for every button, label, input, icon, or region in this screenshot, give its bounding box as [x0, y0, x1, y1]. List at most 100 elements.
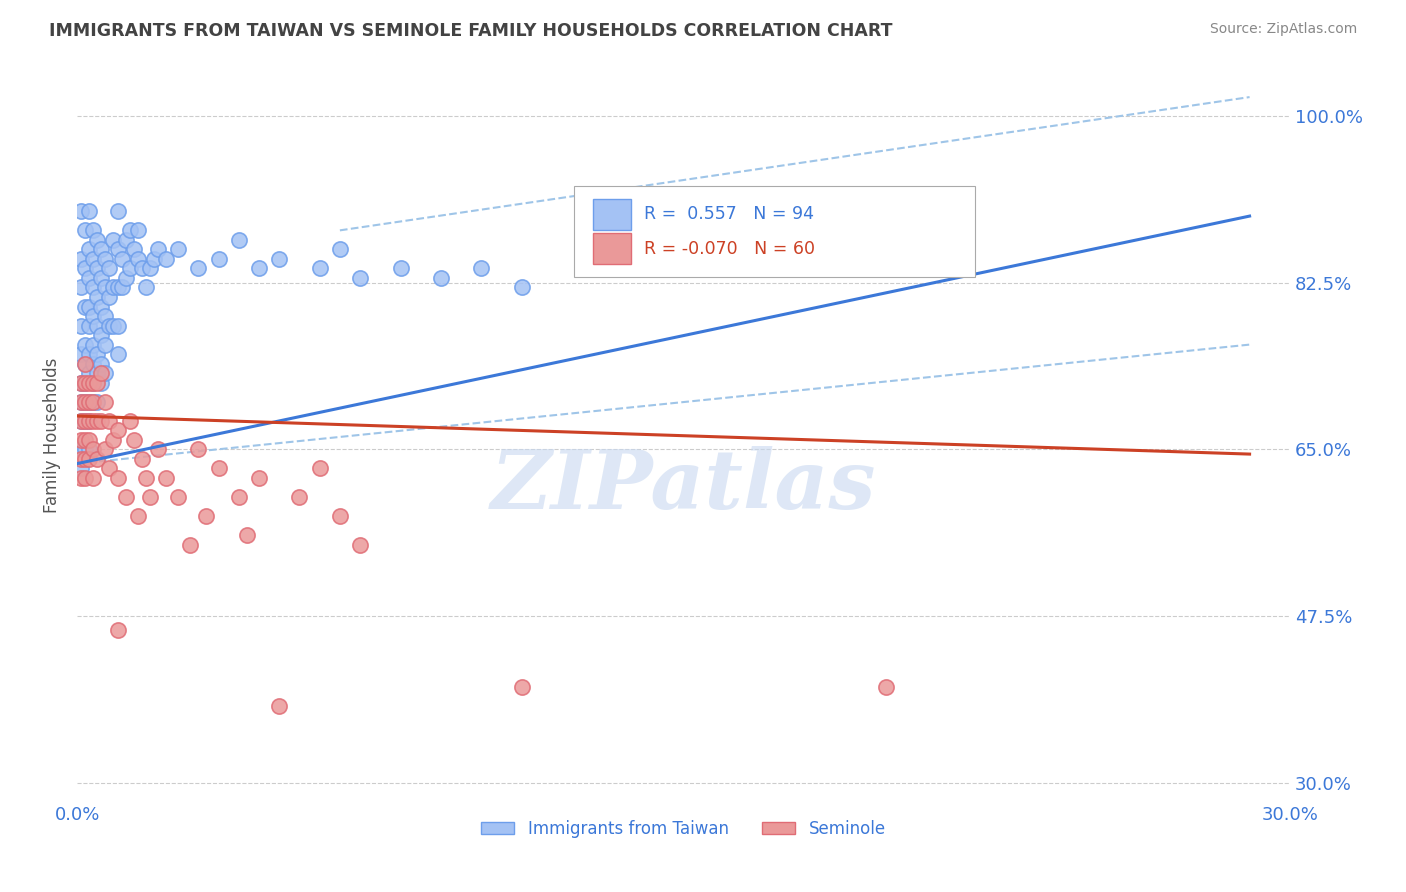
Point: [75, 394, 97, 409]
Point: [86, 347, 108, 361]
Point: [269, 252, 291, 266]
Point: [155, 252, 177, 266]
Point: [75, 451, 97, 466]
Point: [86, 376, 108, 390]
Point: [77, 318, 100, 333]
Point: [103, 433, 125, 447]
Point: [86, 366, 108, 380]
Point: [70, 414, 93, 428]
Point: [82, 337, 104, 351]
Point: [70, 394, 93, 409]
Point: [82, 394, 104, 409]
Text: R =  0.557   N = 94: R = 0.557 N = 94: [644, 205, 814, 223]
Point: [90, 414, 112, 428]
Point: [94, 366, 117, 380]
Point: [269, 699, 291, 714]
Point: [75, 442, 97, 457]
Text: ZIPatlas: ZIPatlas: [491, 446, 876, 526]
Point: [146, 442, 169, 457]
Text: IMMIGRANTS FROM TAIWAN VS SEMINOLE FAMILY HOUSEHOLDS CORRELATION CHART: IMMIGRANTS FROM TAIWAN VS SEMINOLE FAMIL…: [49, 22, 893, 40]
Y-axis label: Family Households: Family Households: [44, 358, 60, 513]
Point: [90, 376, 112, 390]
Point: [82, 376, 104, 390]
Point: [107, 347, 129, 361]
Point: [86, 290, 108, 304]
Point: [146, 243, 169, 257]
Point: [75, 376, 97, 390]
FancyBboxPatch shape: [575, 186, 974, 277]
Point: [77, 394, 100, 409]
Point: [86, 261, 108, 276]
Point: [70, 204, 93, 219]
Point: [110, 252, 132, 266]
Point: [90, 328, 112, 343]
Point: [70, 451, 93, 466]
Point: [77, 442, 100, 457]
Text: R = -0.070   N = 60: R = -0.070 N = 60: [644, 240, 814, 258]
Point: [75, 414, 97, 428]
Point: [349, 271, 371, 285]
Point: [228, 490, 250, 504]
Point: [430, 271, 453, 285]
Point: [94, 337, 117, 351]
Point: [308, 261, 330, 276]
Point: [236, 528, 259, 542]
Point: [94, 280, 117, 294]
Point: [139, 490, 162, 504]
Point: [103, 280, 125, 294]
Point: [195, 508, 218, 523]
Point: [86, 233, 108, 247]
FancyBboxPatch shape: [592, 234, 631, 264]
Point: [114, 490, 136, 504]
Point: [82, 309, 104, 323]
Point: [77, 414, 100, 428]
Point: [187, 442, 209, 457]
Point: [75, 357, 97, 371]
Point: [470, 261, 492, 276]
Point: [142, 252, 165, 266]
Point: [77, 271, 100, 285]
Point: [77, 376, 100, 390]
Point: [75, 471, 97, 485]
Point: [75, 337, 97, 351]
Point: [98, 461, 121, 475]
Point: [98, 290, 121, 304]
Point: [107, 471, 129, 485]
Point: [82, 471, 104, 485]
Point: [118, 223, 141, 237]
Point: [70, 376, 93, 390]
Point: [308, 461, 330, 475]
Point: [114, 271, 136, 285]
Point: [77, 394, 100, 409]
Point: [155, 471, 177, 485]
Point: [82, 280, 104, 294]
Point: [75, 300, 97, 314]
Point: [86, 451, 108, 466]
Point: [107, 243, 129, 257]
Point: [207, 461, 229, 475]
Point: [135, 471, 157, 485]
Point: [94, 252, 117, 266]
Point: [228, 233, 250, 247]
Point: [77, 300, 100, 314]
Point: [107, 204, 129, 219]
Point: [131, 261, 153, 276]
Point: [82, 394, 104, 409]
Point: [107, 624, 129, 638]
Point: [82, 357, 104, 371]
Point: [127, 223, 149, 237]
Point: [70, 442, 93, 457]
Point: [82, 223, 104, 237]
Point: [70, 347, 93, 361]
Point: [82, 252, 104, 266]
Point: [247, 261, 270, 276]
Point: [135, 280, 157, 294]
Point: [118, 261, 141, 276]
Point: [107, 318, 129, 333]
Point: [86, 414, 108, 428]
Point: [75, 376, 97, 390]
Point: [77, 347, 100, 361]
Point: [139, 261, 162, 276]
Point: [103, 318, 125, 333]
Point: [82, 442, 104, 457]
